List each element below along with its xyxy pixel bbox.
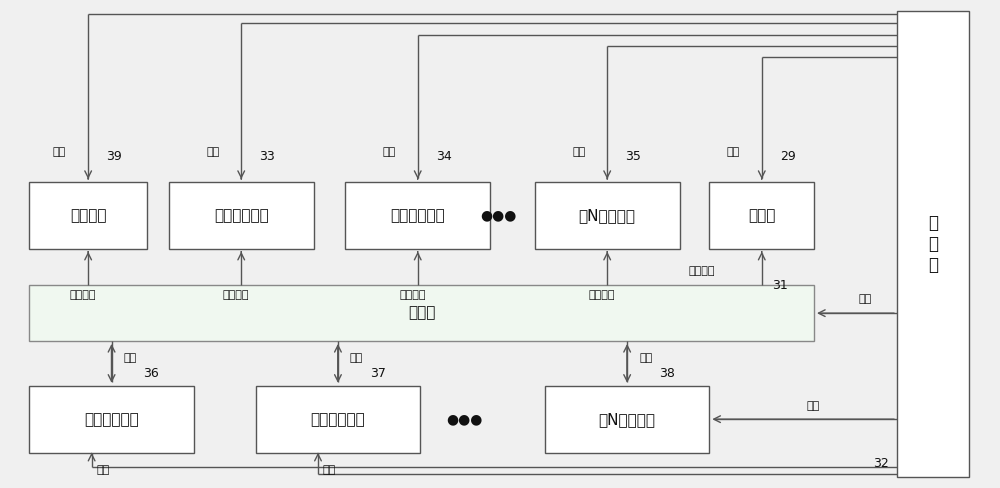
Text: 31: 31 xyxy=(772,279,787,292)
Text: 控制信号: 控制信号 xyxy=(399,290,426,300)
Text: 37: 37 xyxy=(370,366,386,380)
Text: 第N测温装置: 第N测温装置 xyxy=(599,412,656,427)
Text: 供电: 供电 xyxy=(859,294,872,304)
Text: 控制信号: 控制信号 xyxy=(223,290,249,300)
Bar xyxy=(545,386,709,453)
Text: 总
电
源: 总 电 源 xyxy=(928,214,938,274)
Bar xyxy=(169,182,314,249)
Bar xyxy=(897,11,969,477)
Bar xyxy=(29,386,194,453)
Text: 供电: 供电 xyxy=(97,465,110,475)
Text: 供电: 供电 xyxy=(807,401,820,410)
Text: ●●●: ●●● xyxy=(446,412,482,426)
Text: 供电: 供电 xyxy=(323,465,336,475)
Bar xyxy=(345,182,490,249)
Text: 36: 36 xyxy=(143,366,159,380)
Text: 通讯: 通讯 xyxy=(350,352,363,363)
Bar xyxy=(29,285,814,341)
Text: 制冷机: 制冷机 xyxy=(748,208,775,223)
Text: 35: 35 xyxy=(625,150,641,163)
Text: 第一轴流风机: 第一轴流风机 xyxy=(214,208,269,223)
Text: 39: 39 xyxy=(106,150,122,163)
Text: 供电: 供电 xyxy=(53,147,66,157)
Text: 供电: 供电 xyxy=(727,147,740,157)
Text: 第一测温装置: 第一测温装置 xyxy=(84,412,139,427)
Text: 通讯: 通讯 xyxy=(124,352,137,363)
Bar xyxy=(29,182,147,249)
Text: 供电: 供电 xyxy=(383,147,396,157)
Text: ●●●: ●●● xyxy=(480,208,516,223)
Text: 通讯: 通讯 xyxy=(639,352,652,363)
Text: 控制信号: 控制信号 xyxy=(689,265,715,276)
Text: 29: 29 xyxy=(780,150,795,163)
Text: 控制信号: 控制信号 xyxy=(589,290,615,300)
Text: 供电: 供电 xyxy=(206,147,219,157)
Text: 供电: 供电 xyxy=(572,147,585,157)
Text: 33: 33 xyxy=(259,150,275,163)
Text: 第二轴流风机: 第二轴流风机 xyxy=(390,208,445,223)
Bar xyxy=(535,182,680,249)
Bar xyxy=(709,182,814,249)
Text: 报警信号: 报警信号 xyxy=(70,290,96,300)
Text: 第二测温装置: 第二测温装置 xyxy=(311,412,365,427)
Bar xyxy=(256,386,420,453)
Text: 第N轴流风机: 第N轴流风机 xyxy=(579,208,636,223)
Text: 处理器: 处理器 xyxy=(408,305,435,321)
Text: 报警装置: 报警装置 xyxy=(70,208,106,223)
Text: 32: 32 xyxy=(873,457,889,470)
Text: 38: 38 xyxy=(659,366,675,380)
Text: 34: 34 xyxy=(436,150,451,163)
